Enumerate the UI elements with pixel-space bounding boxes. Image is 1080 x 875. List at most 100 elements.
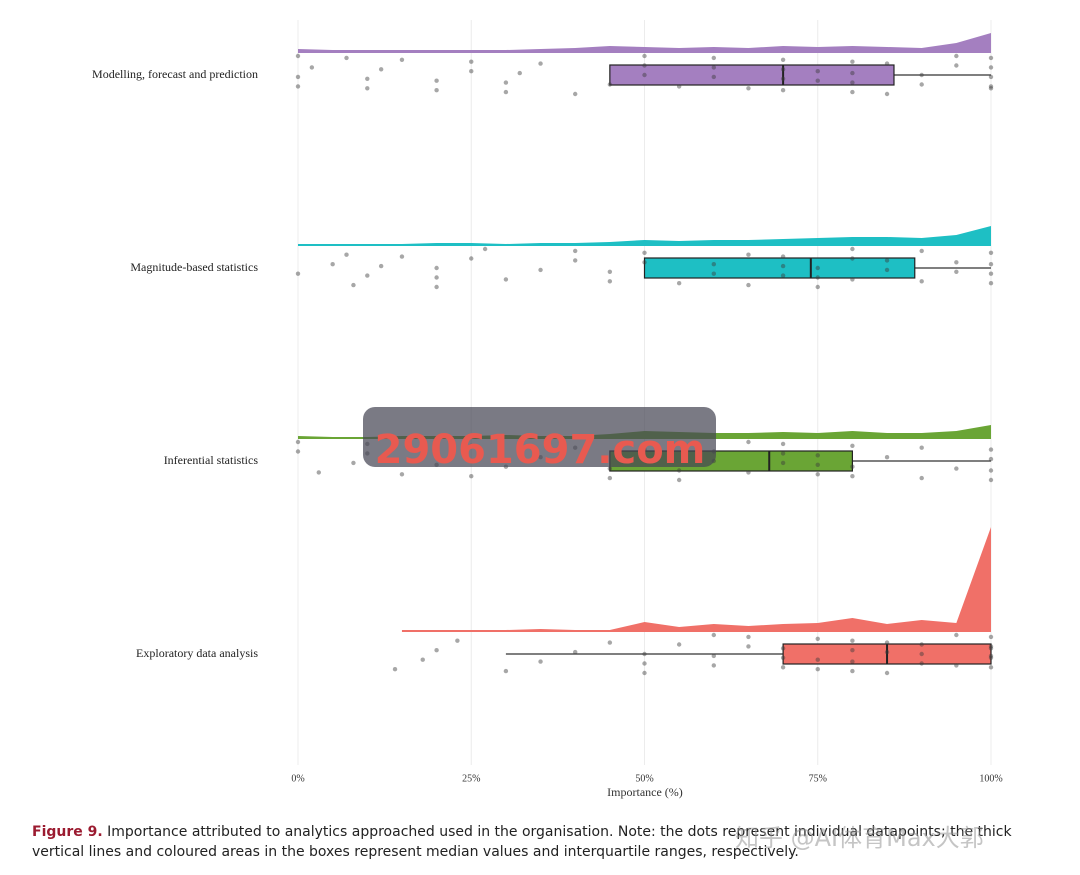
data-point bbox=[711, 271, 716, 276]
data-point bbox=[434, 78, 439, 83]
data-point bbox=[988, 655, 994, 660]
data-point bbox=[330, 262, 335, 267]
data-point bbox=[815, 453, 820, 458]
data-point bbox=[642, 53, 647, 59]
data-point bbox=[295, 439, 301, 445]
data-point bbox=[988, 262, 994, 267]
x-tick-label: 100% bbox=[979, 773, 1002, 784]
data-point bbox=[850, 659, 855, 664]
data-point bbox=[919, 475, 924, 481]
box bbox=[609, 64, 895, 86]
data-point bbox=[711, 65, 716, 70]
plot: 0% 25% 50% 75% 100% Modelling, forecast and p… bbox=[92, 20, 1003, 784]
data-point bbox=[780, 646, 786, 651]
data-point bbox=[988, 644, 994, 649]
data-point bbox=[365, 76, 370, 82]
data-point bbox=[780, 273, 786, 278]
data-point bbox=[954, 269, 959, 274]
data-point bbox=[434, 648, 439, 653]
data-point bbox=[538, 61, 543, 66]
x-tick-label: 25% bbox=[462, 773, 480, 784]
data-point bbox=[988, 55, 994, 61]
data-point bbox=[988, 653, 994, 659]
data-point bbox=[988, 250, 994, 255]
data-point bbox=[573, 649, 578, 655]
data-point bbox=[850, 59, 855, 64]
data-point bbox=[642, 72, 647, 78]
data-point bbox=[746, 644, 751, 649]
data-point bbox=[919, 279, 924, 284]
data-point bbox=[420, 657, 425, 662]
data-point bbox=[884, 61, 890, 66]
caption: Figure 9. Importance attributed to analy… bbox=[32, 822, 1067, 862]
data-point bbox=[746, 252, 751, 257]
data-point bbox=[850, 70, 855, 76]
data-point bbox=[469, 69, 474, 74]
data-point bbox=[295, 84, 301, 89]
data-point bbox=[676, 477, 682, 483]
data-point bbox=[503, 89, 509, 95]
data-point bbox=[711, 632, 716, 638]
data-point bbox=[295, 271, 301, 276]
data-point bbox=[884, 267, 890, 273]
data-point bbox=[954, 260, 959, 265]
data-point bbox=[503, 668, 509, 674]
data-point bbox=[884, 640, 890, 645]
data-point bbox=[503, 277, 509, 282]
data-point bbox=[988, 646, 994, 651]
data-point bbox=[919, 72, 924, 78]
data-point bbox=[517, 70, 522, 76]
x-axis-label: Importance (%) bbox=[607, 785, 683, 799]
data-point bbox=[815, 275, 820, 280]
data-point bbox=[711, 262, 716, 267]
data-point bbox=[469, 256, 474, 261]
data-point bbox=[746, 86, 751, 91]
data-point bbox=[815, 78, 820, 83]
data-point bbox=[746, 470, 751, 475]
data-point bbox=[351, 460, 356, 466]
data-point bbox=[573, 248, 578, 254]
data-point bbox=[378, 67, 384, 72]
data-point bbox=[399, 472, 405, 477]
watermark: 29061697.com bbox=[375, 427, 706, 473]
data-point bbox=[746, 282, 751, 288]
category-label: Modelling, forecast and prediction bbox=[92, 67, 258, 81]
data-point bbox=[954, 53, 959, 59]
data-point bbox=[884, 455, 890, 460]
data-point bbox=[988, 281, 994, 286]
data-point bbox=[365, 273, 370, 278]
data-point bbox=[988, 447, 994, 452]
data-point bbox=[780, 67, 786, 72]
data-point bbox=[884, 670, 890, 676]
data-point bbox=[988, 468, 994, 473]
data-point bbox=[919, 661, 924, 666]
data-point bbox=[815, 69, 820, 74]
data-point bbox=[780, 263, 786, 269]
data-point bbox=[642, 250, 647, 255]
data-point bbox=[919, 642, 924, 647]
caption-text: Importance attributed to analytics appro… bbox=[32, 824, 1012, 860]
watermark-box bbox=[363, 407, 716, 467]
data-point bbox=[954, 63, 959, 68]
data-point bbox=[815, 462, 820, 467]
data-point bbox=[850, 474, 855, 479]
data-point bbox=[988, 477, 994, 483]
data-point bbox=[607, 466, 613, 471]
data-point bbox=[780, 665, 786, 670]
data-point bbox=[469, 474, 474, 479]
data-point bbox=[482, 246, 488, 252]
data-point bbox=[919, 651, 924, 657]
data-point bbox=[434, 88, 439, 93]
data-point bbox=[850, 277, 855, 282]
density-cloud bbox=[298, 33, 991, 53]
chart: 0% 25% 50% 75% 100% Modelling, forecast and p… bbox=[92, 20, 1003, 799]
data-point bbox=[780, 88, 786, 93]
data-point bbox=[642, 651, 647, 657]
data-point bbox=[607, 269, 613, 274]
data-point bbox=[850, 464, 855, 469]
data-point bbox=[988, 84, 994, 89]
data-point bbox=[884, 258, 890, 263]
x-tick-label: 75% bbox=[809, 773, 827, 784]
box bbox=[643, 257, 916, 279]
data-point bbox=[815, 657, 820, 662]
